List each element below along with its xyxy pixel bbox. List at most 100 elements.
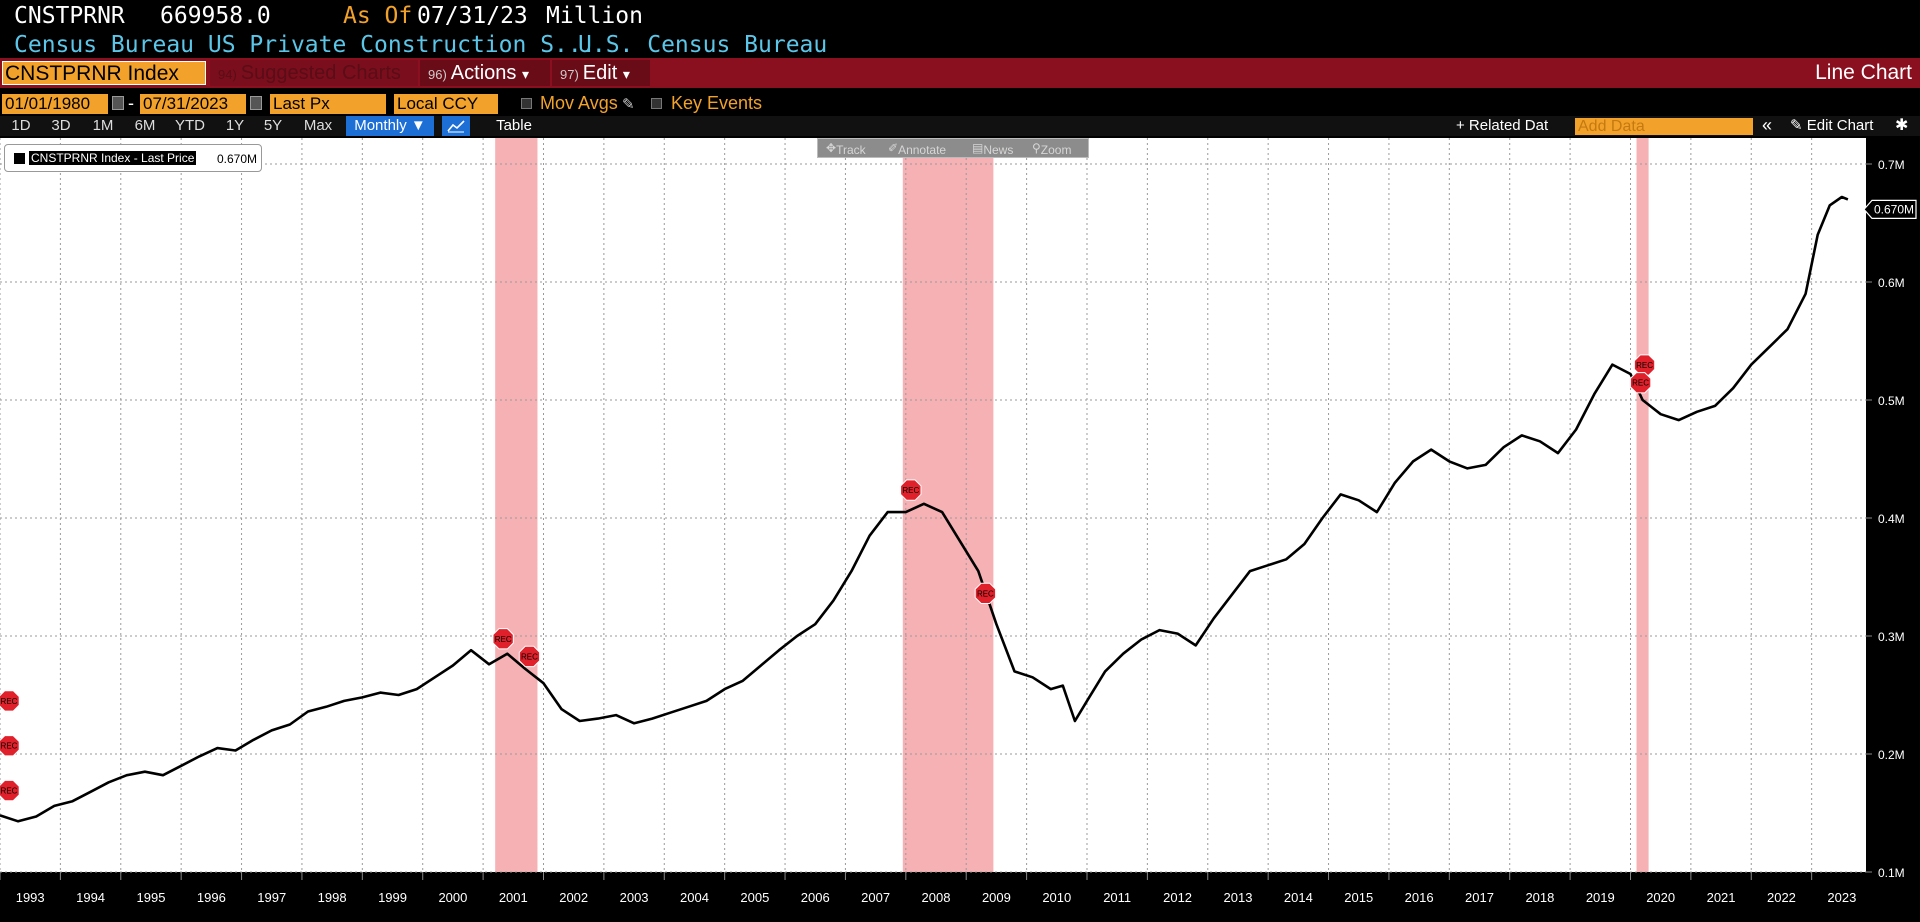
x-axis: 1993 1994 1995 1996 1997 1998 1999 2000 2001 2002… [0,872,1856,905]
y-tick-label: 0.2M [1878,748,1905,762]
x-tick-label: 2013 [1224,890,1253,905]
last-value-label: 0.670M [1874,202,1914,216]
rec-marker-label: REC [1,697,18,706]
period-1y[interactable]: 1Y [225,117,245,134]
actions-num: 96) [428,67,447,82]
x-tick-label: 2010 [1042,890,1071,905]
add-data-input[interactable]: Add Data [1575,118,1753,135]
rec-marker: REC [974,582,997,604]
period-1m[interactable]: 1M [92,117,114,134]
annotate-label: Annotate [898,143,947,157]
data-source: U.S. Census Bureau [578,32,828,58]
rec-marker: REC [900,479,922,501]
news-tool[interactable]: ▤ News [972,141,1014,157]
rec-marker-label: REC [902,486,919,495]
edit-chart-button[interactable]: ✎ Edit Chart [1790,117,1874,134]
related-data-button[interactable]: + Related Dat [1456,117,1549,134]
legend-value: 0.670M [217,152,258,166]
rec-marker: REC [518,645,541,668]
x-tick-label: 2002 [559,890,588,905]
last-value-tag [1863,199,1917,219]
chart-area[interactable]: 1993 1994 1995 1996 1997 1998 1999 2000 2001 2002… [0,138,1920,917]
actions-label: Actions [450,62,517,84]
x-tick-label: 2023 [1827,890,1856,905]
rec-marker-label: REC [1632,379,1649,388]
rec-marker-label: REC [1,787,18,796]
calendar-icon[interactable] [250,96,262,110]
x-tick-label: 2003 [620,890,649,905]
news-label: News [983,143,1014,157]
x-tick-label: 2000 [438,890,467,905]
key-events-checkbox[interactable] [651,98,662,109]
rec-marker-label: REC [977,589,994,598]
start-date-field[interactable]: 01/01/1980 [2,94,108,114]
currency-select[interactable]: Local CCY [394,94,498,114]
chart-type-label[interactable]: Line Chart [1815,61,1912,84]
recession-markers: REC REC REC REC REC REC REC REC REC [0,354,1656,802]
edit-button[interactable]: 97) Edit ▾ [552,60,650,86]
recession-band [902,138,994,872]
x-tick-label: 2015 [1344,890,1373,905]
x-tick-label: 1995 [137,890,166,905]
rec-marker-label: REC [521,652,538,661]
actions-button[interactable]: 96) Actions ▾ [420,60,550,86]
track-label: Track [836,143,866,157]
units-label: Million [546,3,643,29]
x-tick-label: 2019 [1586,890,1615,905]
rec-marker: REC [0,690,20,712]
series-line [0,195,1849,823]
collapse-icon[interactable]: « [1762,115,1773,135]
period-3d[interactable]: 3D [51,117,71,134]
field-select[interactable]: Last Px [270,94,386,114]
x-tick-label: 2016 [1405,890,1434,905]
command-bar: CNSTPRNR Index 94) Suggested Charts 96) Ac… [0,58,1920,88]
x-tick-label: 2022 [1767,890,1796,905]
period-5y[interactable]: 5Y [263,117,283,134]
rec-marker: REC [0,779,20,802]
x-tick-label: 2006 [801,890,830,905]
calendar-icon[interactable] [112,96,124,110]
line-style-button[interactable] [442,116,470,136]
zoom-tool[interactable]: ⚲ Zoom [1032,141,1072,157]
y-tick-label: 0.3M [1878,630,1905,644]
y-tick-label: 0.7M [1878,158,1905,172]
line-chart[interactable]: 1993 1994 1995 1996 1997 1998 1999 2000 2001 2002… [0,138,1920,917]
period-row: 1D 3D 1M 6M YTD 1Y 5Y Max Monthly ▼ Tabl… [0,115,1920,136]
mov-avgs-checkbox[interactable] [521,98,532,109]
security-description: Census Bureau US Private Construction S.… [14,32,596,58]
track-tool[interactable]: ✥ Track [826,141,866,157]
period-6m[interactable]: 6M [134,117,156,134]
gear-icon[interactable]: ✱ [1895,117,1909,134]
rec-marker-shape [492,628,514,650]
x-tick-label: 1994 [76,890,105,905]
period-1d[interactable]: 1D [11,117,31,134]
period-max[interactable]: Max [303,117,333,134]
annotate-tool[interactable]: ✐ Annotate [888,141,947,157]
x-tick-label: 1998 [318,890,347,905]
chevron-down-icon: ▾ [622,66,630,82]
as-of-label: As Of [343,3,413,29]
y-tick-label: 0.1M [1878,866,1905,880]
recession-band [495,138,538,872]
frequency-dropdown[interactable]: Monthly ▼ [346,116,434,136]
rec-marker-label: REC [1,742,18,751]
x-tick-label: 1997 [257,890,286,905]
y-axis-strip [1866,138,1920,872]
end-date-field[interactable]: 07/31/2023 [140,94,246,114]
mov-avgs-label: Mov Avgs [540,93,618,113]
security-header: CNSTPRNR 669958.0 As Of 07/31/23 Million [0,0,1920,32]
x-tick-label: 2009 [982,890,1011,905]
as-of-date: 07/31/23 [417,3,528,29]
suggested-charts-button[interactable]: 94) Suggested Charts [210,60,418,86]
chart-legend[interactable]: CNSTPRNR Index - Last Price 0.670M [4,144,262,172]
ticker-input[interactable]: CNSTPRNR Index [2,61,206,85]
last-value-marker: 0.670M [1863,199,1917,219]
pencil-icon[interactable]: ✎ [622,96,635,113]
x-axis-strip [0,872,1920,917]
table-button[interactable]: Table [496,117,532,134]
x-tick-label: 2018 [1525,890,1554,905]
period-ytd[interactable]: YTD [175,117,205,134]
x-tick-label: 1993 [16,890,45,905]
params-row: 01/01/1980 - 07/31/2023 Last Px Local CC… [0,92,1920,116]
recession-band [1636,138,1649,872]
